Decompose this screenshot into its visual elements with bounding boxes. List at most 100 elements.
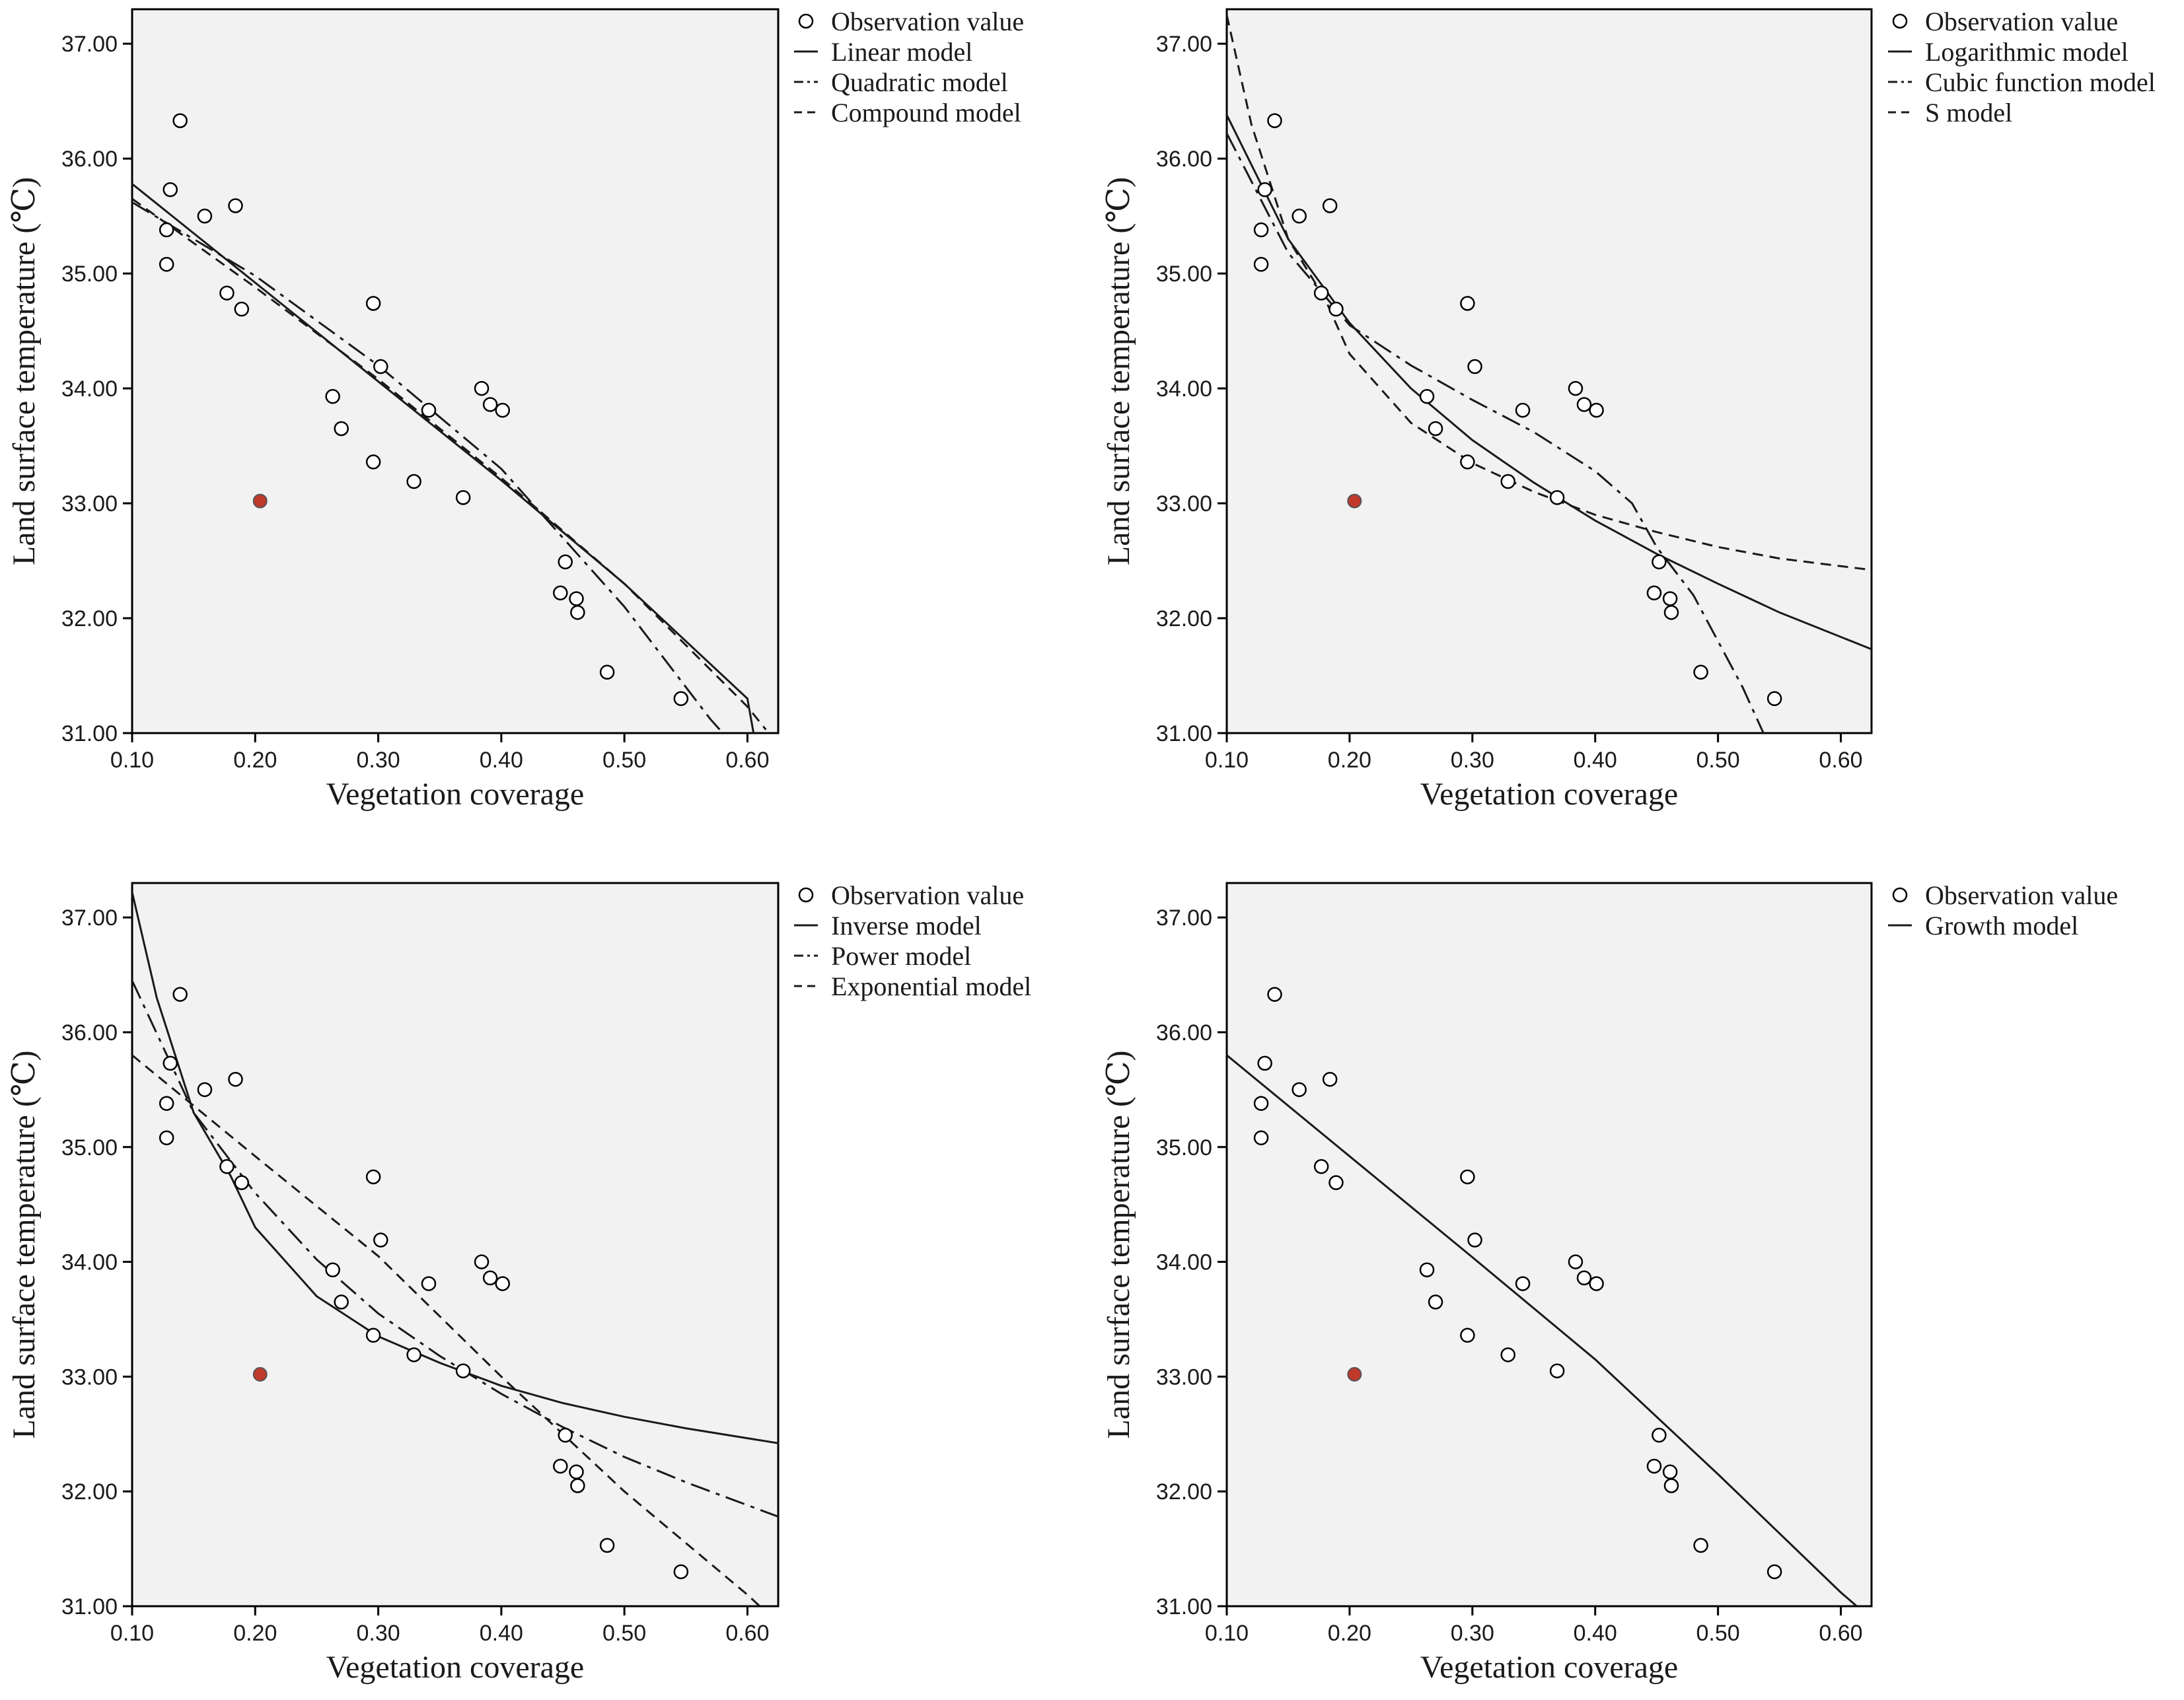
x-tick-label: 0.50 (602, 1621, 646, 1646)
y-tick-label: 31.00 (61, 721, 118, 746)
observation-point (1419, 389, 1435, 404)
y-tick-label: 37.00 (1156, 32, 1212, 57)
observation-point (474, 1254, 490, 1269)
y-tick-label: 37.00 (61, 905, 118, 931)
observation-point (373, 1232, 388, 1248)
observation-point (474, 380, 490, 396)
observation-point (1257, 1055, 1272, 1071)
observation-point (1568, 380, 1583, 396)
observation-point (1428, 1294, 1443, 1310)
legend-entry: Observation value (831, 880, 1024, 910)
observation-point (1257, 182, 1272, 197)
observation-point (455, 490, 471, 505)
x-axis-label: Vegetation coverage (326, 777, 584, 812)
legend-marker (1892, 887, 1908, 903)
y-tick-label: 31.00 (1156, 1594, 1212, 1619)
legend-entry: Quadratic model (831, 67, 1008, 97)
y-tick-label: 36.00 (61, 1020, 118, 1045)
y-tick-label: 35.00 (1156, 1135, 1212, 1160)
x-tick-label: 0.30 (356, 1621, 400, 1646)
observation-point (1663, 605, 1679, 620)
observation-point (365, 296, 381, 311)
x-tick-label: 0.10 (110, 748, 154, 773)
x-tick-label: 0.60 (1819, 748, 1862, 773)
y-tick-label: 34.00 (61, 376, 118, 402)
x-tick-label: 0.30 (1451, 748, 1494, 773)
y-tick-label: 35.00 (1156, 262, 1212, 287)
x-tick-label: 0.20 (233, 1621, 277, 1646)
y-tick-label: 37.00 (61, 32, 118, 57)
observation-point (197, 208, 213, 224)
observation-point (1515, 1276, 1531, 1291)
observation-point (1576, 397, 1592, 412)
x-tick-label: 0.30 (1451, 1621, 1494, 1646)
y-tick-label: 31.00 (61, 1594, 118, 1619)
series-line-1 (1227, 114, 1872, 651)
observation-point (569, 1464, 584, 1479)
legend-entry: Cubic function model (1925, 67, 2156, 97)
observation-point (1253, 256, 1269, 272)
legend-entry: Growth model (1925, 911, 2078, 940)
observation-point (234, 301, 250, 317)
x-tick-label: 0.30 (356, 748, 400, 773)
legend-entry: Observation value (831, 7, 1024, 36)
legend-entry: Logarithmic model (1925, 37, 2129, 67)
observation-point (1766, 691, 1782, 707)
observation-point (1576, 1270, 1592, 1286)
series-line-2 (132, 980, 778, 1518)
observation-point (325, 389, 340, 404)
observation-point (1322, 1071, 1338, 1087)
observation-point (228, 1071, 243, 1087)
y-tick-label: 33.00 (61, 491, 118, 516)
observation-point (1515, 402, 1531, 418)
observation-point (219, 285, 235, 301)
highlight-point (1347, 1366, 1362, 1382)
observation-point (159, 256, 174, 272)
observation-point (1549, 490, 1565, 505)
series-line-2 (132, 201, 724, 733)
observation-point (163, 182, 178, 197)
y-tick-label: 34.00 (1156, 1250, 1212, 1275)
observation-point (482, 1270, 498, 1286)
x-tick-label: 0.50 (602, 748, 646, 773)
observation-point (1329, 301, 1344, 317)
observation-point (1500, 474, 1515, 489)
y-tick-label: 33.00 (61, 1364, 118, 1390)
observation-point (172, 987, 188, 1002)
observation-point (599, 664, 615, 680)
y-tick-label: 37.00 (1156, 905, 1212, 931)
observation-point (553, 585, 568, 601)
observation-point (495, 402, 510, 418)
series-line-3 (132, 197, 767, 730)
observation-point (1253, 1096, 1269, 1111)
legend-entry: Compound model (831, 98, 1021, 127)
observation-point (482, 397, 498, 412)
plot-area (131, 882, 780, 1608)
observation-point (1646, 1458, 1662, 1474)
observation-point (159, 1130, 174, 1146)
observation-point (570, 605, 585, 620)
series-line-1 (1227, 1054, 1858, 1606)
model-curves (1227, 1054, 1858, 1606)
x-tick-label: 0.20 (1328, 748, 1371, 773)
observation-point (1460, 454, 1475, 470)
observation-point (1419, 1262, 1435, 1277)
observation-point (1652, 1427, 1667, 1443)
observation-point (1329, 1175, 1344, 1190)
x-tick-label: 0.20 (1328, 1621, 1371, 1646)
observation-point (1460, 1328, 1475, 1343)
series-line-3 (132, 1054, 761, 1606)
highlight-point (252, 493, 268, 509)
observation-point (159, 222, 174, 238)
series-line-2 (1227, 133, 1765, 733)
highlight-point (252, 1366, 268, 1382)
observation-point (365, 1328, 381, 1343)
series-line-1 (132, 183, 755, 733)
highlight-point (1347, 493, 1362, 509)
observation-point (1313, 285, 1329, 301)
observation-point (673, 1564, 689, 1580)
observation-point (1652, 554, 1667, 570)
x-tick-label: 0.20 (233, 748, 277, 773)
y-tick-label: 32.00 (61, 1479, 118, 1505)
observation-point (1253, 1130, 1269, 1146)
